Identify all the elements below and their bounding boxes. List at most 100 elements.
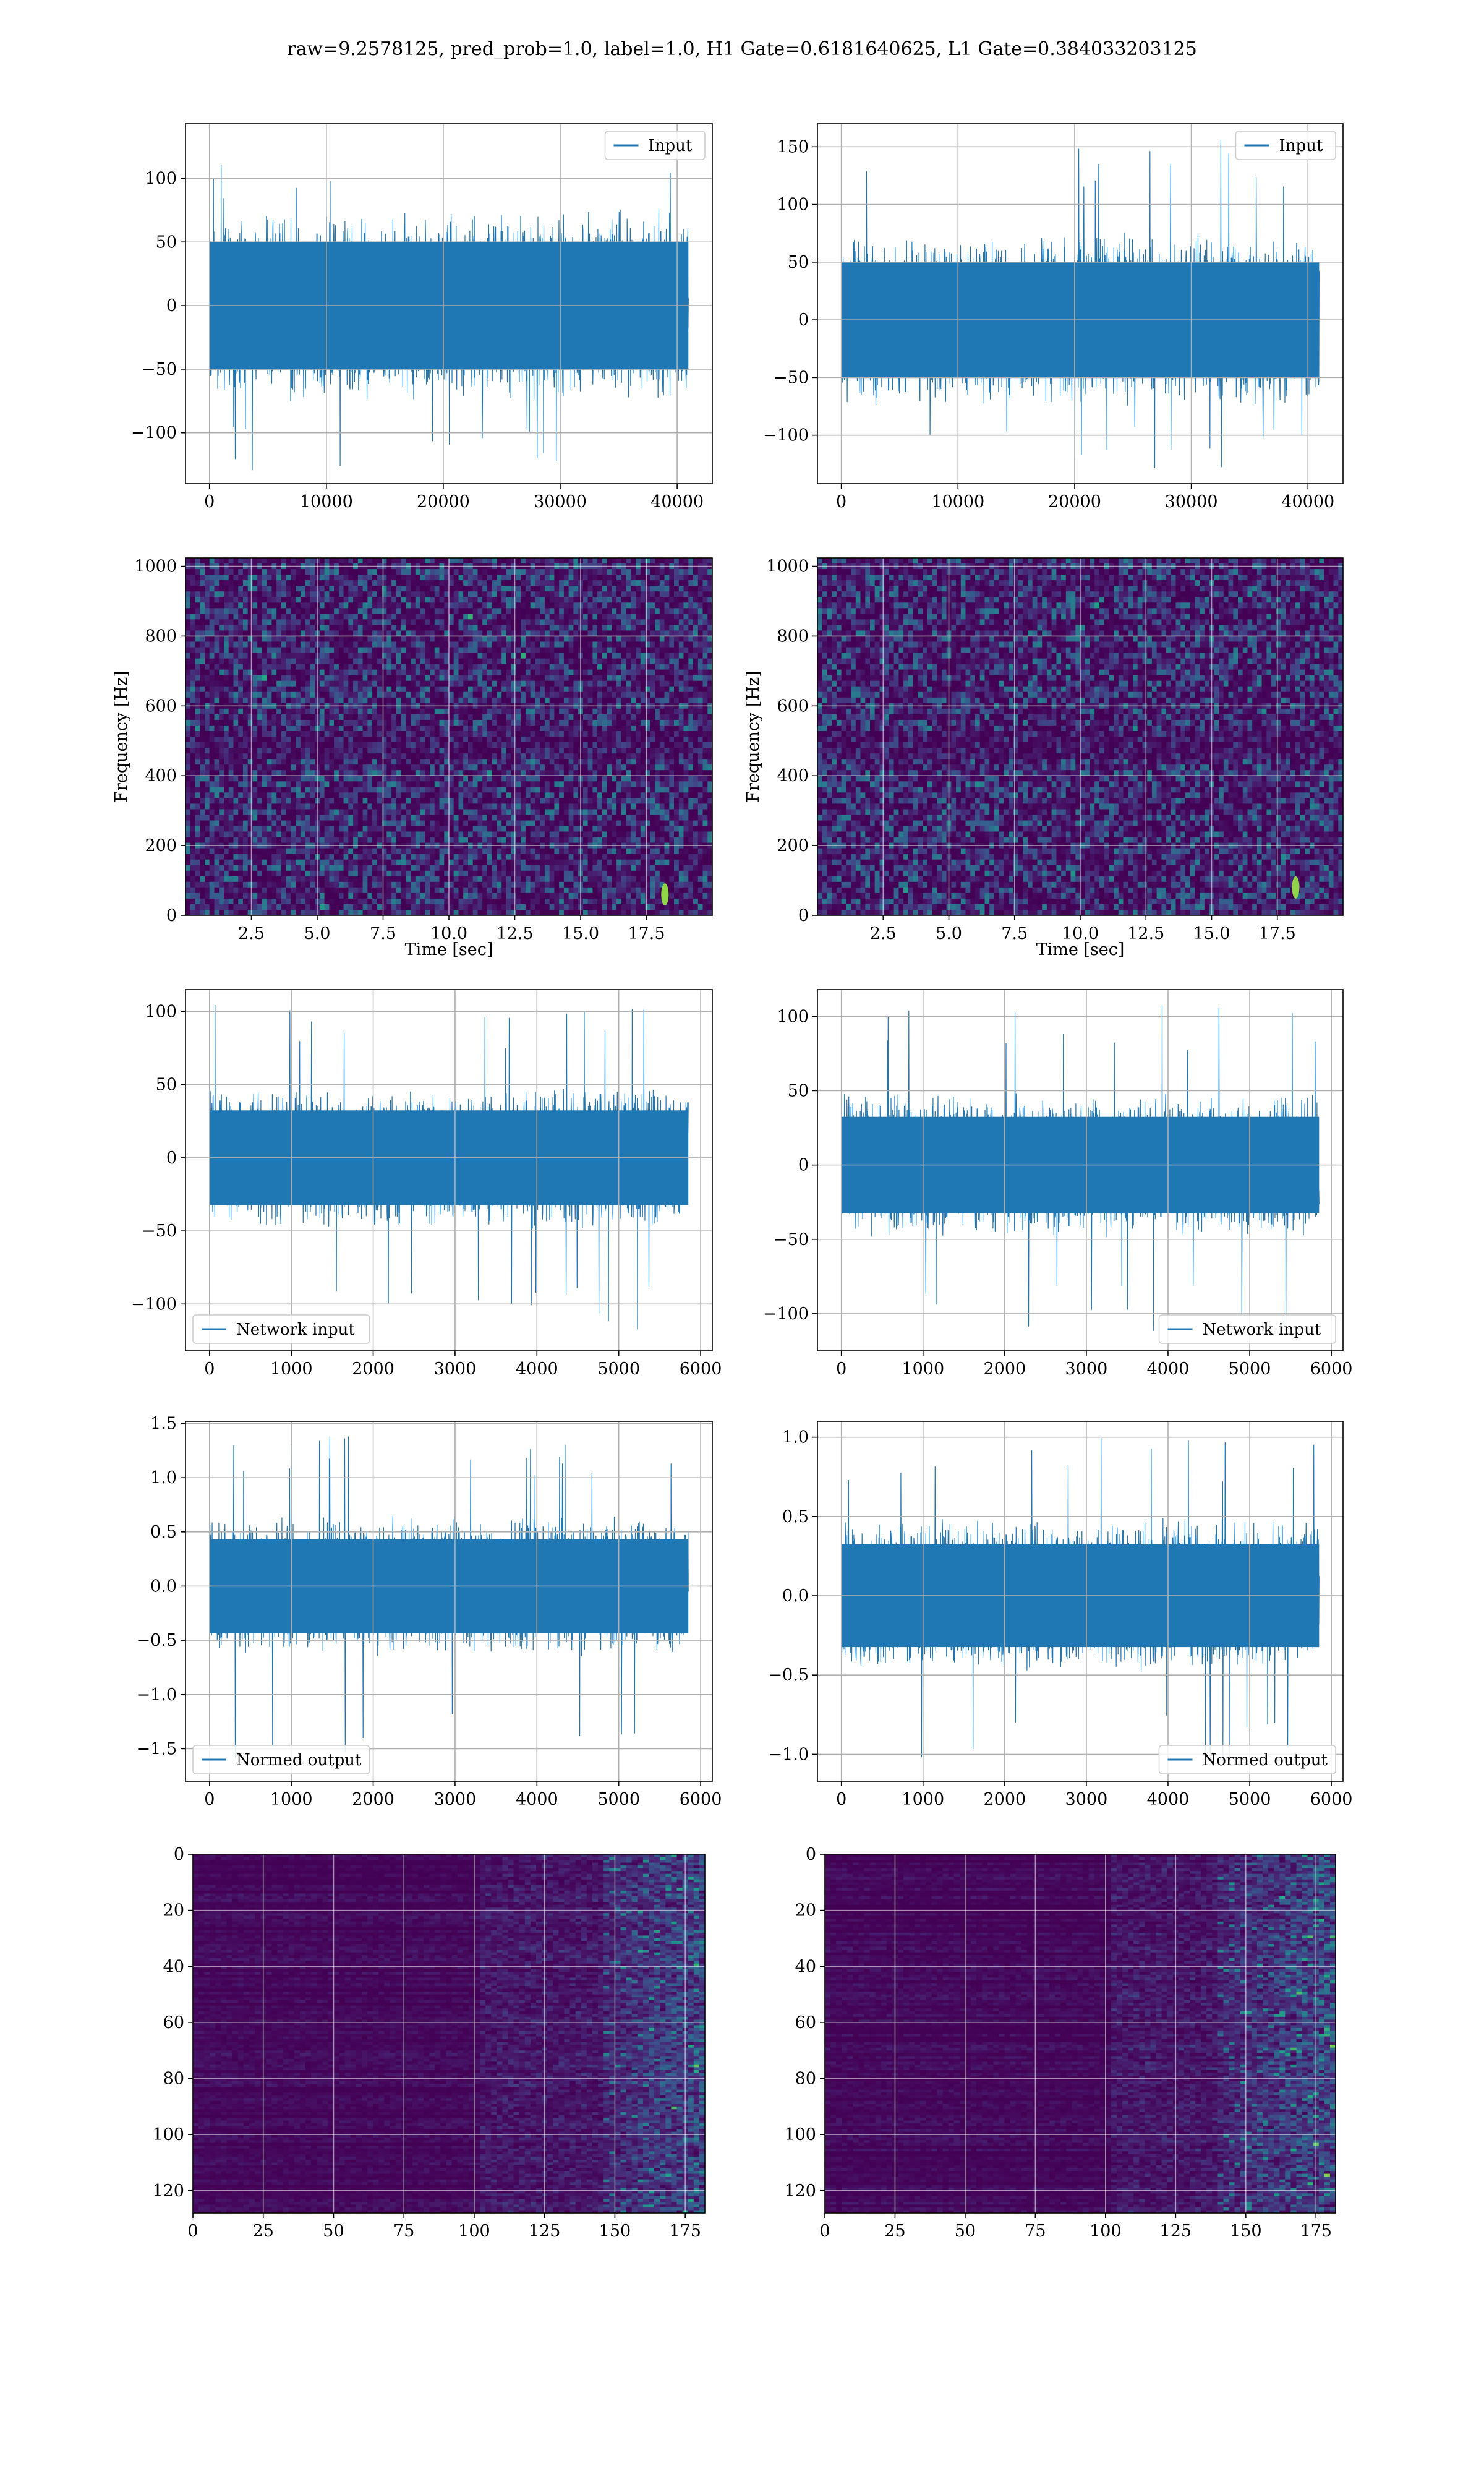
spectrogram-h1-cell bbox=[353, 575, 359, 581]
spectrogram-h1-cell bbox=[219, 697, 224, 704]
spectrogram-h1-cell bbox=[386, 792, 392, 798]
spectrogram-h1-cell bbox=[472, 904, 478, 910]
spectrogram-h1-cell bbox=[319, 586, 325, 592]
spectrogram-h1-cell bbox=[186, 876, 191, 883]
spectrogram-h1-cell bbox=[319, 798, 325, 804]
spectrogram-h1-cell bbox=[257, 898, 263, 905]
spectrogram-h1-cell bbox=[525, 675, 531, 682]
spectrogram-h1-cell bbox=[276, 737, 282, 743]
spectrogram-h1-cell bbox=[492, 887, 497, 894]
spectrogram-h1-cell bbox=[497, 892, 502, 899]
spectrogram-h1-cell bbox=[296, 737, 301, 743]
spectrogram-h1-cell bbox=[477, 881, 483, 888]
spectrogram-h1-cell bbox=[406, 569, 411, 575]
spectrogram-h1-cell bbox=[535, 619, 540, 625]
spectrogram-h1-cell bbox=[487, 748, 493, 754]
spectrogram-h1-cell bbox=[477, 719, 483, 726]
spectrogram-h1-cell bbox=[458, 837, 464, 844]
spectrogram-h1-cell bbox=[406, 558, 411, 564]
spectrogram-h1-cell bbox=[439, 776, 445, 782]
spectrogram-h1-cell bbox=[386, 881, 392, 888]
spectrogram-h1-cell bbox=[477, 575, 483, 581]
spectrogram-h1-cell bbox=[305, 910, 310, 915]
spectrogram-h1-cell bbox=[257, 865, 263, 871]
spectrogram-h1-cell bbox=[468, 669, 474, 676]
spectrogram-h1-cell bbox=[214, 675, 220, 682]
spectrogram-h1-cell bbox=[377, 803, 383, 810]
spectrogram-h1-cell bbox=[434, 759, 440, 765]
spectrogram-h1-cell bbox=[377, 686, 383, 693]
spectrogram-h1-cell bbox=[300, 770, 306, 776]
spectrogram-h1-cell bbox=[190, 742, 195, 748]
spectrogram-h1-cell bbox=[343, 731, 349, 737]
spectrogram-h1-cell bbox=[492, 680, 497, 687]
spectrogram-h1-cell bbox=[348, 658, 354, 665]
spectrogram-h1-cell bbox=[477, 809, 483, 815]
spectrogram-h1-cell bbox=[281, 614, 287, 620]
spectrogram-h1-cell bbox=[247, 898, 253, 905]
spectrogram-h1-cell bbox=[329, 910, 335, 915]
spectrogram-h1-cell bbox=[516, 781, 521, 787]
spectrogram-h1-cell bbox=[415, 876, 421, 883]
spectrogram-h1-cell bbox=[449, 658, 454, 665]
spectrogram-h1-cell bbox=[449, 865, 454, 871]
spectrogram-h1-cell bbox=[186, 586, 191, 592]
spectrogram-h1-cell bbox=[228, 680, 234, 687]
spectrogram-h1-cell bbox=[228, 792, 234, 798]
spectrogram-h1-cell bbox=[228, 910, 234, 915]
spectrogram-h1-cell bbox=[367, 653, 373, 659]
spectrogram-h1-cell bbox=[472, 641, 478, 648]
spectrogram-h1-cell bbox=[257, 691, 263, 698]
spectrogram-h1-cell bbox=[530, 597, 535, 603]
spectrogram-h1-cell bbox=[492, 898, 497, 905]
spectrogram-h1-cell bbox=[348, 591, 354, 597]
spectrogram-h1-cell bbox=[420, 831, 425, 838]
spectrogram-h1-cell bbox=[267, 636, 272, 642]
spectrogram-h1-cell bbox=[367, 669, 373, 676]
spectrogram-h1-cell bbox=[238, 859, 244, 866]
spectrogram-h1-cell bbox=[386, 876, 392, 883]
spectrogram-h1-cell bbox=[271, 781, 277, 787]
spectrogram-h1-cell bbox=[382, 803, 387, 810]
spectrogram-h1-cell bbox=[420, 630, 425, 636]
spectrogram-h1-cell bbox=[205, 686, 210, 693]
spectrogram-h1-cell bbox=[343, 602, 349, 609]
spectrogram-h1-cell bbox=[530, 580, 535, 586]
spectrogram-h1-cell bbox=[214, 602, 220, 609]
spectrogram-h1-cell bbox=[334, 586, 339, 592]
spectrogram-h1-cell bbox=[525, 748, 531, 754]
spectrogram-h1-cell bbox=[209, 859, 215, 866]
spectrogram-h1-cell bbox=[367, 591, 373, 597]
spectrogram-h1-cell bbox=[487, 586, 493, 592]
spectrogram-h1-cell bbox=[530, 831, 535, 838]
spectrogram-h1-cell bbox=[420, 787, 425, 793]
spectrogram-h1-cell bbox=[367, 737, 373, 743]
spectrogram-h1-cell bbox=[396, 708, 402, 715]
spectrogram-h1-cell bbox=[377, 625, 383, 631]
spectrogram-h1-cell bbox=[386, 602, 392, 609]
spectrogram-h1-cell bbox=[472, 680, 478, 687]
spectrogram-h1-cell bbox=[348, 753, 354, 760]
spectrogram-h1-cell bbox=[535, 580, 540, 586]
spectrogram-h1-cell bbox=[521, 854, 526, 860]
spectrogram-h1-cell bbox=[305, 837, 310, 844]
spectrogram-h1-cell bbox=[247, 658, 253, 665]
spectrogram-h1-cell bbox=[415, 641, 421, 648]
spectrogram-h1-cell bbox=[401, 714, 406, 721]
spectrogram-h1-cell bbox=[497, 876, 502, 883]
spectrogram-h1-cell bbox=[367, 770, 373, 776]
spectrogram-h1-cell bbox=[420, 586, 425, 592]
spectrogram-h1-cell bbox=[362, 798, 368, 804]
spectrogram-h1-cell bbox=[511, 602, 516, 609]
spectrogram-h1-cell bbox=[430, 820, 435, 827]
spectrogram-h1-cell bbox=[487, 614, 493, 620]
spectrogram-h1-cell bbox=[391, 719, 397, 726]
spectrogram-h1-cell bbox=[430, 647, 435, 654]
spectrogram-h1-cell bbox=[296, 597, 301, 603]
spectrogram-h1-cell bbox=[357, 854, 364, 860]
spectrogram-h1-cell bbox=[276, 619, 282, 625]
spectrogram-h1-cell bbox=[420, 614, 425, 620]
spectrogram-h1-cell bbox=[501, 737, 507, 743]
spectrogram-h1-cell bbox=[267, 737, 272, 743]
spectrogram-h1-cell bbox=[492, 625, 497, 631]
